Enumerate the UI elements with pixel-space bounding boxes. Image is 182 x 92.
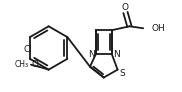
Text: Cl: Cl <box>23 45 32 54</box>
Text: N: N <box>88 50 94 59</box>
Text: O: O <box>122 3 129 12</box>
Text: OH: OH <box>151 24 165 33</box>
Text: O: O <box>31 60 38 69</box>
Text: N: N <box>113 50 120 59</box>
Text: S: S <box>120 69 125 78</box>
Text: CH₃: CH₃ <box>15 60 29 69</box>
